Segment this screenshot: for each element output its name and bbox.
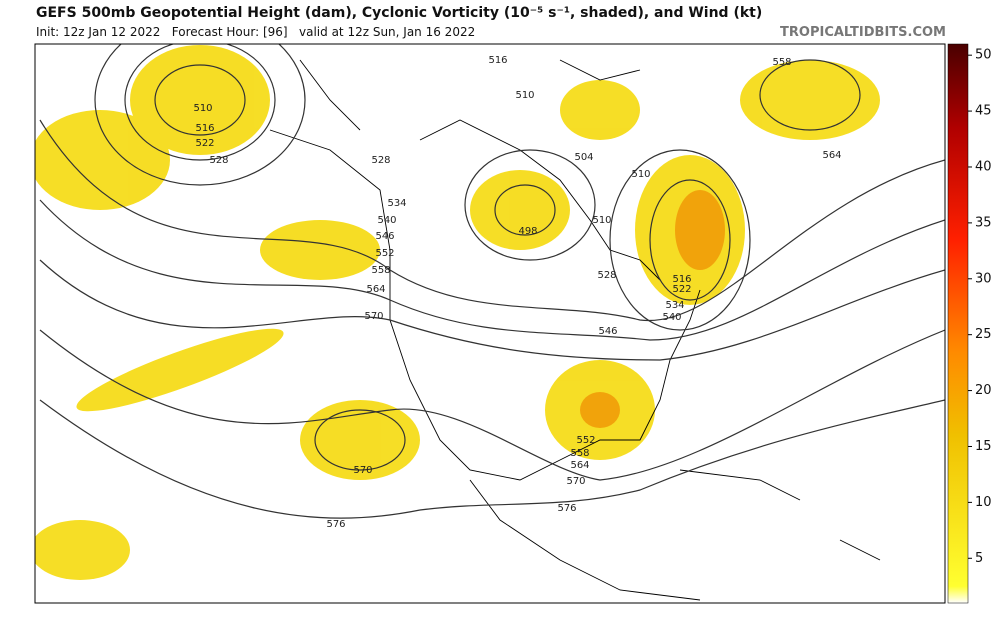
height-contours — [39, 44, 945, 519]
colorbar-label: 15 — [975, 439, 992, 454]
contour-label: 546 — [598, 326, 617, 337]
contour-label: 570 — [566, 476, 585, 487]
contour-label: 534 — [387, 198, 406, 209]
contour-label: 564 — [822, 150, 841, 161]
contour-label: 522 — [672, 284, 691, 295]
contour-label: 522 — [195, 138, 214, 149]
map-frame — [34, 43, 946, 604]
contour-label: 558 — [371, 265, 390, 276]
contour-label: 516 — [195, 123, 214, 134]
contour-label: 528 — [371, 155, 390, 166]
contour-label: 516 — [672, 274, 691, 285]
credit: TROPICALTIDBITS.COM — [780, 25, 946, 40]
colorbar-label: 50 — [975, 48, 992, 63]
contour-label: 552 — [576, 435, 595, 446]
contour-label: 558 — [772, 57, 791, 68]
colorbar-label: 45 — [975, 104, 992, 119]
contour-label: 546 — [375, 231, 394, 242]
contour-label: 540 — [662, 312, 681, 323]
colorbar — [947, 43, 969, 604]
contour-label: 570 — [353, 465, 372, 476]
colorbar-label: 5 — [975, 551, 983, 566]
contour-label: 510 — [631, 169, 650, 180]
contour-label: 564 — [366, 284, 385, 295]
contour-label: 564 — [570, 460, 589, 471]
contour-label: 510 — [592, 215, 611, 226]
colorbar-label: 30 — [975, 271, 992, 286]
contour-label: 498 — [518, 226, 537, 237]
contour-label: 534 — [665, 300, 684, 311]
contour-label: 528 — [209, 155, 228, 166]
contour-label: 528 — [597, 270, 616, 281]
contour-label: 510 — [515, 90, 534, 101]
colorbar-label: 10 — [975, 495, 992, 510]
vorticity-shading — [35, 45, 880, 580]
title: GEFS 500mb Geopotential Height (dam), Cy… — [36, 5, 762, 21]
contour-label: 504 — [574, 152, 593, 163]
contour-label: 570 — [364, 311, 383, 322]
contour-label: 576 — [557, 503, 576, 514]
contour-label: 510 — [193, 103, 212, 114]
colorbar-label: 40 — [975, 159, 992, 174]
colorbar-label: 25 — [975, 327, 992, 342]
contour-label: 552 — [375, 248, 394, 259]
contour-label: 540 — [377, 215, 396, 226]
contour-label: 516 — [488, 55, 507, 66]
colorbar-label: 35 — [975, 215, 992, 230]
coastlines — [269, 59, 881, 601]
contour-label: 558 — [570, 448, 589, 459]
init-line: Init: 12z Jan 12 2022 Forecast Hour: [96… — [36, 25, 475, 39]
contour-label: 576 — [326, 519, 345, 530]
colorbar-label: 20 — [975, 383, 992, 398]
